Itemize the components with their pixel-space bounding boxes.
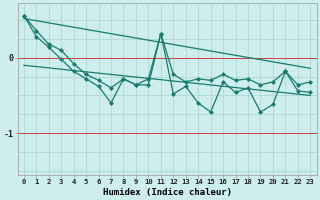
X-axis label: Humidex (Indice chaleur): Humidex (Indice chaleur) <box>103 188 232 197</box>
